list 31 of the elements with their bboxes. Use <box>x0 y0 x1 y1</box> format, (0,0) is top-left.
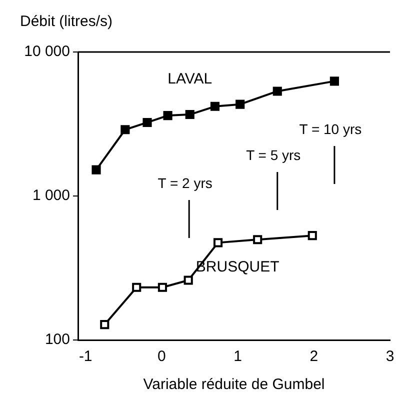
annotation: T = 2 yrs <box>158 174 212 191</box>
x-tick-label: 0 <box>158 348 166 366</box>
x-tick-label: -1 <box>78 348 92 366</box>
point <box>120 125 130 134</box>
series-label: BRUSQUET <box>196 258 280 276</box>
point <box>132 282 142 292</box>
y-axis-title: Débit (litres/s) <box>20 13 113 30</box>
point <box>92 165 101 174</box>
y-tick-label: 100 <box>44 331 70 348</box>
y-tick-label: 1 000 <box>32 187 70 204</box>
point <box>185 110 194 120</box>
point <box>184 276 193 285</box>
x-axis-title: Variable réduite de Gumbel <box>143 376 325 394</box>
point <box>210 102 220 111</box>
point <box>272 86 282 96</box>
point <box>158 282 168 292</box>
annotation: T = 5 yrs <box>246 146 301 163</box>
series-label: LAVAL <box>168 70 212 88</box>
point <box>236 100 245 109</box>
y-tick-label: 10 000 <box>24 43 70 60</box>
point <box>142 118 152 128</box>
point <box>100 320 110 330</box>
point <box>163 111 172 120</box>
x-tick-label: 3 <box>386 348 394 366</box>
annotation: T = 10 yrs <box>299 120 362 137</box>
x-tick-label: 2 <box>310 348 318 366</box>
point <box>213 238 223 248</box>
point <box>253 235 262 244</box>
x-tick-label: 1 <box>234 348 242 366</box>
point <box>330 76 339 86</box>
point <box>308 231 317 240</box>
